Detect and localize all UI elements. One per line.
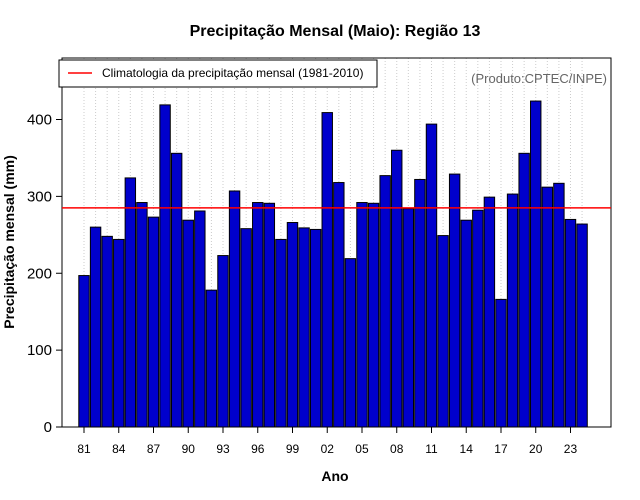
- x-tick-label: 99: [286, 442, 300, 456]
- bar-2004: [344, 258, 357, 428]
- bar-2005: [356, 202, 368, 428]
- bar-1984: [113, 238, 125, 428]
- y-axis-title: Precipitação mensal (mm): [1, 155, 17, 329]
- bar-2016: [483, 196, 496, 428]
- bar-1985: [124, 177, 137, 428]
- x-axis-title: Ano: [321, 468, 348, 484]
- x-tick-label: 17: [494, 442, 508, 456]
- bar-1989: [170, 152, 183, 428]
- bar-2018: [506, 193, 519, 428]
- source-note: (Produto:CPTEC/INPE): [471, 71, 607, 86]
- bar-2020: [530, 100, 542, 428]
- bar-2010: [414, 178, 426, 428]
- bar-2017: [495, 298, 507, 428]
- x-tick-label: 11: [425, 442, 438, 456]
- bar-2015: [472, 209, 484, 428]
- x-tick-label: 84: [112, 442, 126, 456]
- bar-2012: [437, 235, 449, 428]
- bar-2013: [448, 173, 461, 428]
- bar-2008: [391, 149, 403, 428]
- y-tick-label: 0: [44, 419, 52, 436]
- bar-1993: [217, 255, 229, 428]
- bar-2006: [367, 202, 380, 428]
- bar-2011: [425, 123, 438, 428]
- bar-1997: [263, 202, 276, 428]
- x-tick-label: 96: [251, 442, 265, 456]
- legend-box: [58, 59, 378, 88]
- x-tick-label: 81: [77, 442, 91, 456]
- bar-2024: [576, 223, 588, 428]
- y-tick-label: 100: [27, 342, 52, 359]
- bar-2022: [553, 182, 565, 428]
- bar-1995: [240, 228, 252, 428]
- bar-2014: [460, 219, 472, 428]
- x-tick-label: 14: [460, 442, 474, 456]
- bar-1987: [147, 216, 160, 428]
- y-axis: 0 100 200 300 400: [27, 112, 62, 436]
- x-tick-label: 08: [390, 442, 404, 456]
- x-axis: 81 84 87 90 93 96 99 02 05 08 11 14 17 20 23: [77, 427, 577, 456]
- y-tick-label: 400: [27, 112, 52, 129]
- bar-1999: [286, 222, 299, 428]
- y-tick-label: 200: [27, 265, 52, 282]
- bar-series: [78, 100, 588, 428]
- bar-2021: [541, 186, 554, 428]
- chart-title: Precipitação Mensal (Maio): Região 13: [190, 23, 481, 40]
- x-tick-label: 23: [564, 442, 578, 456]
- bar-2007: [379, 175, 391, 428]
- bar-1998: [275, 238, 287, 428]
- bar-1991: [194, 210, 206, 428]
- bar-2001: [309, 228, 322, 428]
- x-tick-label: 93: [216, 442, 230, 456]
- bar-2000: [298, 227, 310, 428]
- x-tick-label: 02: [321, 442, 335, 456]
- bar-1996: [252, 202, 264, 428]
- bar-2019: [518, 152, 530, 428]
- bar-2003: [333, 182, 345, 428]
- bar-1986: [136, 202, 148, 428]
- x-tick-label: 87: [147, 442, 161, 456]
- x-tick-label: 20: [529, 442, 543, 456]
- bar-1982: [89, 226, 102, 428]
- bar-1988: [159, 104, 171, 428]
- legend: Climatologia da precipitação mensal (198…: [58, 59, 378, 88]
- bar-1983: [101, 235, 113, 428]
- x-tick-label: 90: [182, 442, 196, 456]
- bar-2002: [321, 112, 333, 428]
- bar-1990: [182, 219, 194, 428]
- legend-label: Climatologia da precipitação mensal (198…: [102, 66, 363, 80]
- bar-2023: [564, 218, 577, 428]
- bar-1992: [205, 289, 218, 428]
- bar-1981: [78, 275, 90, 428]
- bar-1994: [228, 190, 241, 428]
- y-tick-label: 300: [27, 188, 52, 205]
- bar-2009: [402, 208, 415, 428]
- x-tick-label: 05: [355, 442, 369, 456]
